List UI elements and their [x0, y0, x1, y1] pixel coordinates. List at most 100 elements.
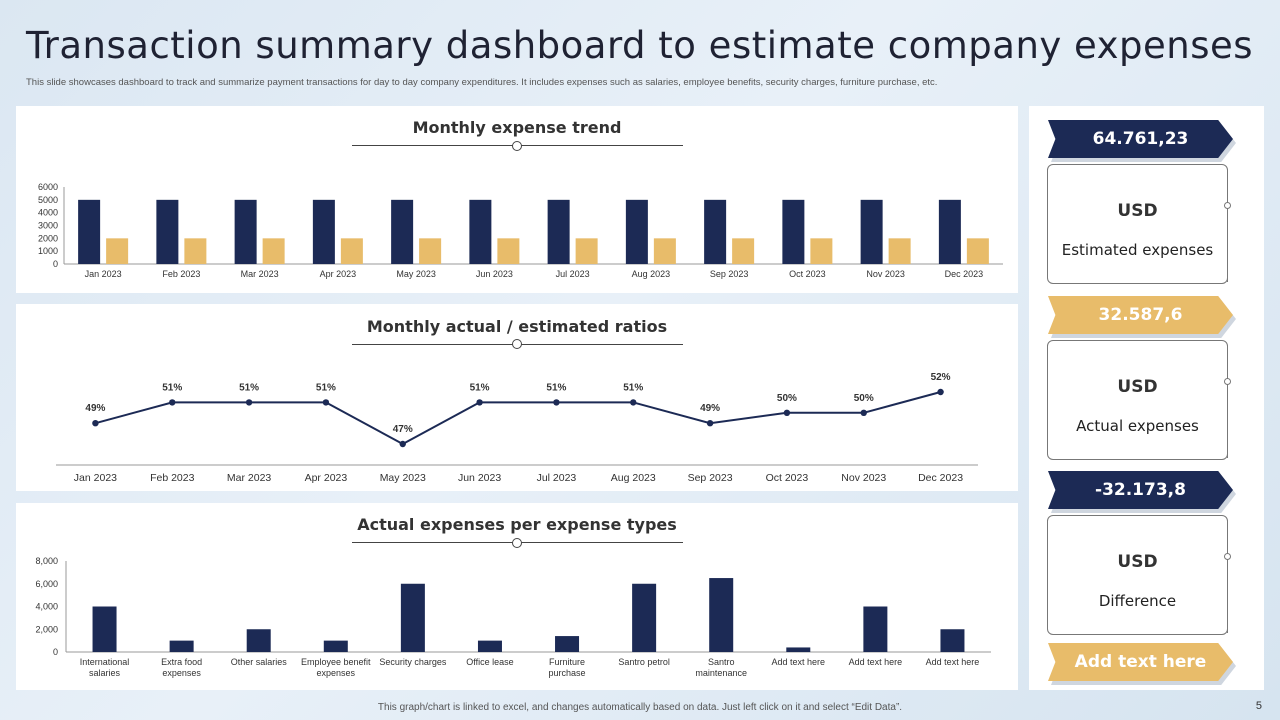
line-point: [322, 399, 330, 406]
x-tick-label: Add text here: [926, 657, 980, 667]
bar: [262, 238, 285, 264]
data-label: 50%: [777, 393, 797, 404]
kpi-panel: 64.761,23 USD Estimated expenses 32.587,…: [1029, 106, 1264, 690]
line-point: [630, 399, 637, 406]
bar: [312, 199, 335, 264]
bar: [966, 238, 989, 264]
bar: [391, 199, 414, 264]
y-tick-label: 4,000: [35, 602, 58, 612]
bar: [940, 629, 965, 652]
bar: [653, 238, 676, 264]
expense-types-panel: Actual expenses per expense types 0 2,000…: [16, 503, 1018, 690]
bar: [92, 606, 117, 652]
x-tick-label: Sep 2023: [688, 472, 733, 484]
line-point: [399, 440, 406, 448]
y-tick-label: 3000: [38, 221, 58, 231]
kpi-estimated-currency: USD: [1117, 201, 1158, 221]
bar: [477, 640, 502, 652]
kpi-difference-knob-icon: [1224, 553, 1231, 560]
kpi-estimated-value: 64.761,23: [1048, 120, 1233, 158]
kpi-difference-card: USD Difference: [1047, 515, 1228, 635]
x-tick-label: Mar 2023: [241, 269, 279, 279]
ratio-title: Monthly actual / estimated ratios: [366, 317, 668, 336]
x-tick-label: Apr 2023: [305, 472, 348, 484]
bar: [78, 199, 101, 264]
kpi-actual-card: USD Actual expenses: [1047, 340, 1228, 460]
x-tick-label: Add text here: [772, 657, 826, 667]
expense-trend-chart: 0 1000 2000 3000 4000 5000 6000 Jan 2023 Feb 202…: [38, 182, 1003, 279]
kpi-actual-label: Actual expenses: [1076, 417, 1199, 435]
x-tick-label: May 2023: [380, 472, 426, 484]
x-tick-label: expenses: [162, 668, 201, 678]
expense-trend-title: Monthly expense trend: [412, 118, 622, 137]
bar: [810, 238, 833, 264]
x-tick-label: Sep 2023: [710, 269, 749, 279]
x-tick-label: Jun 2023: [476, 269, 513, 279]
x-tick-label: Feb 2023: [150, 472, 195, 484]
y-tick-label: 6000: [38, 182, 58, 192]
footer-note: This graph/chart is linked to excel, and…: [377, 702, 903, 713]
x-tick-label: Employee benefit: [301, 657, 371, 667]
bar: [419, 238, 442, 264]
line-point: [783, 409, 791, 416]
y-tick-label: 2,000: [35, 624, 58, 634]
line-point: [706, 420, 714, 427]
bar: [888, 238, 911, 264]
ratio-series-line: [95, 391, 941, 446]
bar: [709, 578, 734, 652]
x-tick-label: Dec 2023: [918, 472, 963, 484]
x-tick-label: Jan 2023: [85, 269, 122, 279]
line-point: [476, 399, 483, 406]
x-tick-label: Aug 2023: [632, 269, 671, 279]
kpi-estimated-knob-icon: [1224, 202, 1231, 209]
data-label: 51%: [239, 382, 259, 393]
bar: [863, 606, 888, 652]
kpi-difference-label: Difference: [1098, 592, 1177, 610]
y-tick-label: 2000: [38, 233, 58, 243]
x-tick-label: Jul 2023: [556, 269, 590, 279]
x-tick-label: Feb 2023: [162, 269, 200, 279]
kpi-difference-currency: USD: [1117, 552, 1158, 572]
data-label: 51%: [623, 382, 643, 393]
y-tick-label: 1000: [38, 246, 58, 256]
bar: [625, 199, 648, 264]
line-point: [245, 399, 253, 406]
y-tick-label: 0: [53, 647, 58, 657]
x-tick-label: maintenance: [695, 668, 747, 678]
x-tick-label: Oct 2023: [789, 269, 826, 279]
ratio-chart: 49% Jan 2023 51% Feb 2023 51% Mar 2023 51% Apr …: [56, 372, 978, 484]
x-tick-label: Extra food: [161, 657, 202, 667]
line-point: [553, 399, 560, 406]
kpi-estimated-label: Estimated expenses: [1061, 241, 1214, 259]
x-tick-label: purchase: [549, 668, 586, 678]
data-label: 51%: [546, 382, 566, 393]
data-label: 52%: [931, 372, 951, 383]
line-point: [169, 399, 176, 406]
x-tick-label: Jul 2023: [537, 472, 577, 484]
bar: [469, 199, 492, 264]
bar: [575, 238, 598, 264]
bar: [786, 647, 811, 652]
x-tick-label: Nov 2023: [841, 472, 886, 484]
x-tick-label: expenses: [317, 668, 356, 678]
x-tick-label: International: [80, 657, 130, 667]
page-subtitle: This slide showcases dashboard to track …: [26, 77, 938, 88]
data-label: 51%: [316, 382, 336, 393]
expense-trend-divider-dot: [512, 141, 522, 151]
bar: [860, 199, 883, 264]
y-tick-label: 4000: [38, 208, 58, 218]
x-tick-label: May 2023: [396, 269, 436, 279]
ratio-divider-dot: [512, 339, 522, 349]
kpi-actual-value: 32.587,6: [1048, 296, 1233, 334]
add-text-button[interactable]: Add text here: [1048, 643, 1233, 681]
bar: [555, 636, 580, 652]
kpi-difference-value: -32.173,8: [1048, 471, 1233, 509]
bar: [782, 199, 805, 264]
bar: [400, 583, 425, 652]
x-tick-label: Security charges: [379, 657, 447, 667]
kpi-estimated-card: USD Estimated expenses: [1047, 164, 1228, 284]
x-tick-label: Mar 2023: [227, 472, 272, 484]
bar: [156, 199, 179, 264]
line-point: [92, 420, 99, 427]
x-tick-label: Office lease: [466, 657, 513, 667]
